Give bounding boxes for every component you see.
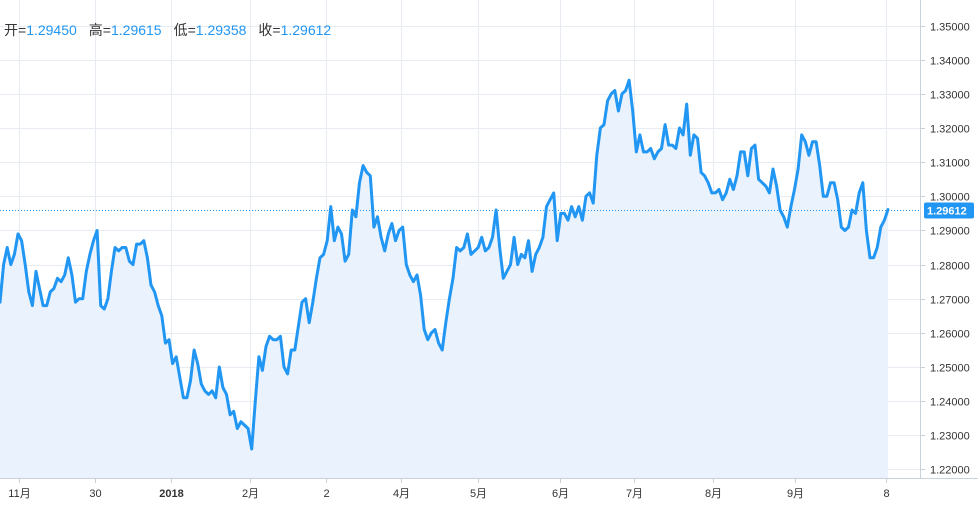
x-tick-label: 30 [89, 488, 101, 500]
y-tick-label: 1.22000 [930, 465, 970, 477]
y-tick-label: 1.29000 [930, 226, 970, 238]
x-tick-label: 8月 [705, 488, 722, 500]
price-line [0, 78, 890, 451]
y-axis-ticks: 1.22000 1.23000 1.24000 1.25000 1.26000 1.270… [921, 22, 970, 477]
y-tick-label: 1.35000 [930, 22, 970, 34]
price-area-fill [0, 80, 888, 478]
last-price-badge: 1.29612 [924, 202, 974, 219]
high-value: 1.29615 [110, 22, 162, 38]
x-tick-label: 5月 [470, 488, 487, 500]
high-label: 高= [88, 22, 111, 38]
ohlc-legend: 开=1.29450 高=1.29615 低=1.29358 收=1.29612 [4, 20, 343, 40]
open-label: 开= [4, 22, 27, 38]
y-tick-label: 1.24000 [930, 397, 970, 409]
y-tick-label: 1.30000 [930, 192, 970, 204]
x-axis-ticks: 11月 30 2018 2月 2 4月 5月 6月 7月 8月 9月 8 [8, 479, 890, 500]
open-value: 1.29450 [26, 22, 77, 38]
last-price-badge-text: 1.29612 [927, 206, 967, 218]
y-tick-label: 1.25000 [930, 363, 970, 375]
low-label: 低= [173, 22, 196, 38]
x-tick-label: 8 [883, 488, 889, 500]
x-tick-label: 2018 [159, 488, 183, 500]
x-tick-label: 2月 [242, 488, 259, 500]
x-tick-label: 7月 [626, 488, 643, 500]
x-tick-label: 2 [323, 488, 329, 500]
y-tick-label: 1.26000 [930, 329, 970, 341]
close-value: 1.29612 [280, 22, 332, 38]
x-tick-label: 9月 [787, 488, 804, 500]
x-tick-label: 11月 [8, 488, 30, 500]
x-tick-label: 4月 [393, 488, 410, 500]
y-axis-panel[interactable] [921, 0, 978, 505]
close-label: 收= [258, 22, 281, 38]
low-value: 1.29358 [195, 22, 247, 38]
x-tick-label: 6月 [552, 488, 569, 500]
y-tick-label: 1.31000 [930, 158, 970, 170]
y-tick-label: 1.27000 [930, 295, 970, 307]
y-tick-label: 1.34000 [930, 56, 970, 68]
y-tick-label: 1.23000 [930, 431, 970, 443]
y-tick-label: 1.28000 [930, 261, 970, 273]
y-tick-label: 1.33000 [930, 90, 970, 102]
last-price-badge-bg [924, 202, 974, 219]
y-tick-label: 1.32000 [930, 124, 970, 136]
